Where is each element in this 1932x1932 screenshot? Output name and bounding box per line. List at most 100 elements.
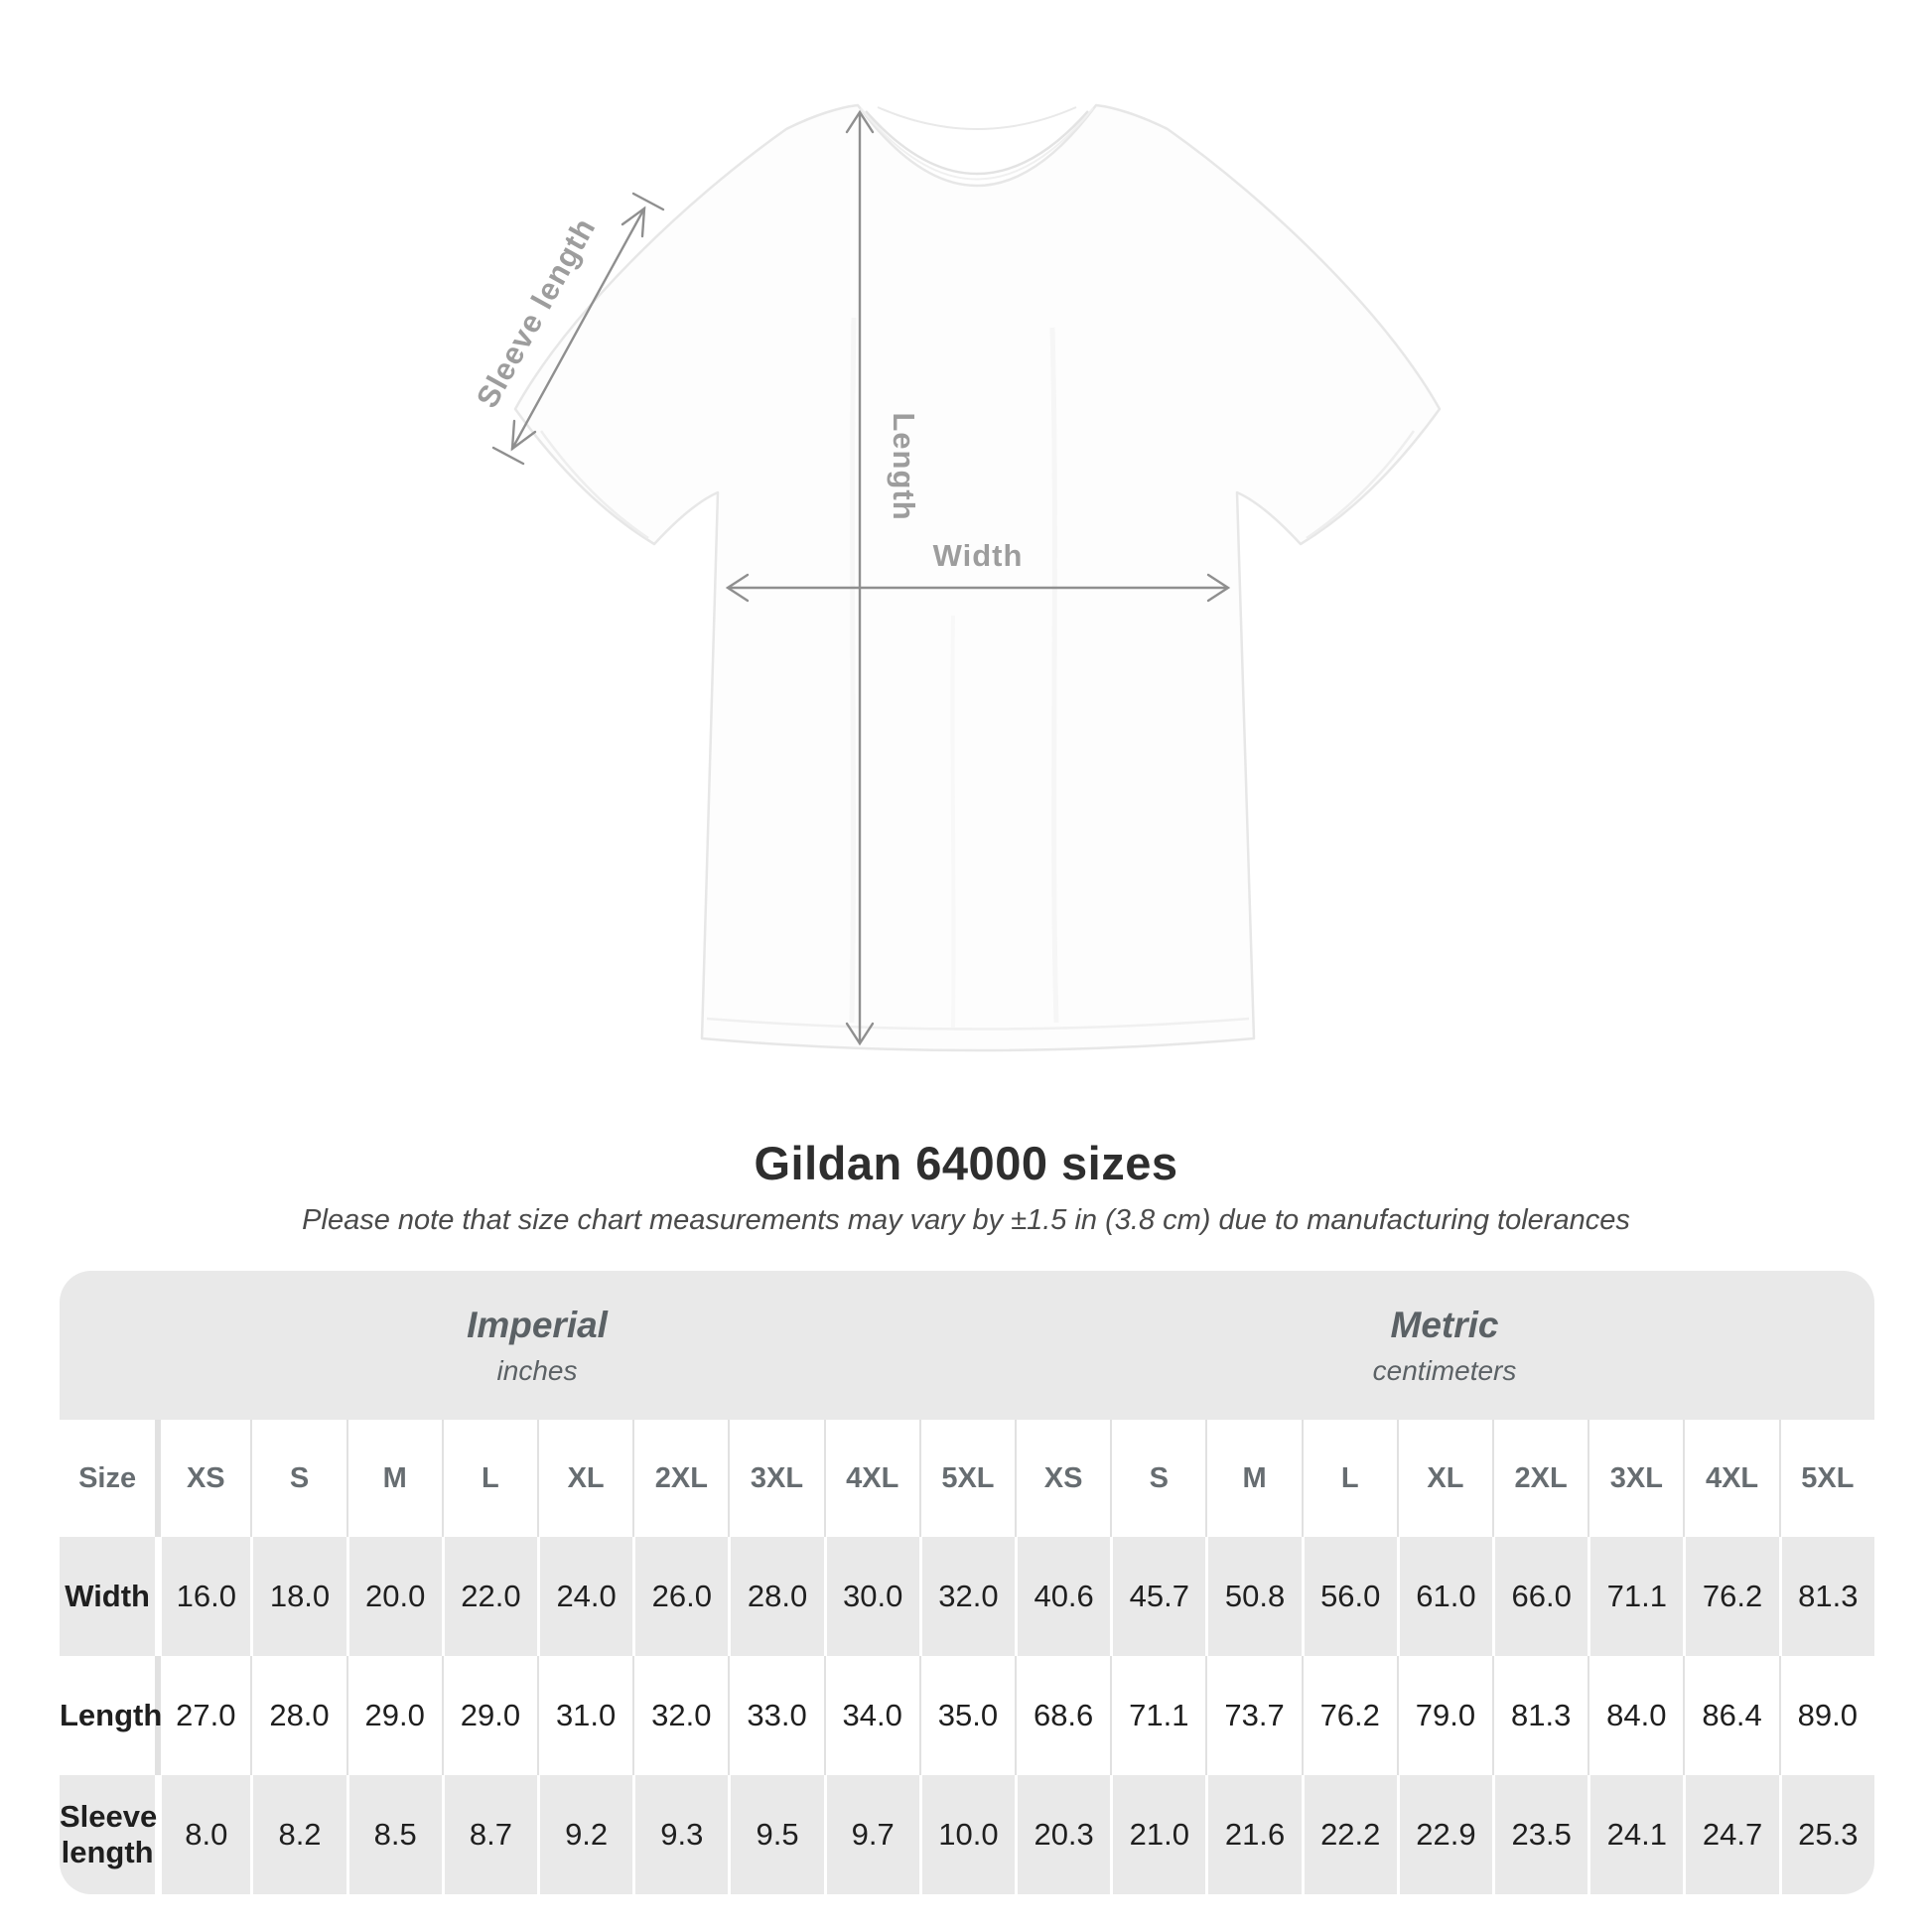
size-col-header-xs: XS [1015,1420,1111,1537]
table-cell: 40.6 [1015,1537,1111,1656]
size-table: Imperial inches Metric centimeters Size XS S M L… [60,1271,1874,1894]
unit-header-row: Imperial inches Metric centimeters [60,1271,1874,1420]
table-cell: 84.0 [1587,1656,1684,1775]
table-cell: 81.3 [1492,1656,1588,1775]
table-cell: 22.0 [441,1537,538,1656]
table-cell: 32.0 [918,1537,1016,1656]
size-col-header-xs: XS [155,1420,251,1537]
row-label: Sleeve length [60,1775,157,1894]
table-cell: 31.0 [537,1656,633,1775]
fabric-fold [950,615,956,1029]
row-label: Width [60,1537,156,1656]
fabric-fold [849,317,857,1024]
table-cell: 66.0 [1492,1537,1588,1656]
table-cell: 35.0 [918,1656,1016,1775]
tshirt-photo [513,103,1442,1052]
table-cell: 8.5 [345,1775,442,1894]
table-cell: 26.0 [632,1537,729,1656]
table-cell: 76.2 [1301,1656,1397,1775]
collar-stitch-line [860,107,1094,181]
table-cell: 27.0 [155,1656,251,1775]
table-row-width: Width 16.0 18.0 20.0 22.0 24.0 26.0 28.0 30.0 32.… [60,1537,1874,1656]
size-col-header-m: M [1205,1420,1302,1537]
tshirt-figure: Width Length Sleeve length [470,103,1442,1052]
table-cell: 24.1 [1587,1775,1684,1894]
tshirt-measurement-diagram: Width Length Sleeve length [470,103,1442,1052]
table-cell: 24.0 [537,1537,633,1656]
table-cell: 8.7 [441,1775,538,1894]
unit-header-metric: Metric centimeters [1015,1271,1874,1420]
page-title: Gildan 64000 sizes [754,1137,1178,1189]
size-col-header-l: L [441,1420,538,1537]
table-cell: 21.6 [1205,1775,1302,1894]
size-col-header-2xl: 2XL [1492,1420,1588,1537]
size-col-header-m: M [345,1420,442,1537]
length-label: Length [887,412,921,520]
table-row-sleeve-length: Sleeve length 8.0 8.2 8.5 8.7 9.2 9.3 9.5 9.7 10.… [60,1775,1874,1894]
size-col-header-xl: XL [537,1420,633,1537]
table-cell: 79.0 [1396,1656,1493,1775]
tolerance-note: Please note that size chart measurements… [302,1204,1630,1236]
table-cell: 33.0 [728,1656,824,1775]
back-collar-line [877,106,1077,130]
table-cell: 23.5 [1492,1775,1588,1894]
table-cell: 76.2 [1683,1537,1779,1656]
table-cell: 34.0 [823,1656,919,1775]
table-cell: 16.0 [155,1537,251,1656]
collar-rib-line [865,110,1089,176]
bottom-hem [706,1017,1250,1031]
table-cell: 50.8 [1205,1537,1302,1656]
table-cell: 81.3 [1778,1537,1874,1656]
table-cell: 9.5 [728,1775,824,1894]
size-col-header-xl: XL [1396,1420,1493,1537]
table-cell: 24.7 [1683,1775,1779,1894]
table-cell: 61.0 [1396,1537,1493,1656]
table-cell: 9.2 [537,1775,633,1894]
size-col-header-4xl: 4XL [1683,1420,1779,1537]
left-sleeve-hem [539,430,649,540]
size-col-header-s: S [250,1420,346,1537]
table-cell: 28.0 [728,1537,824,1656]
size-col-header-4xl: 4XL [823,1420,919,1537]
size-col-header-3xl: 3XL [728,1420,824,1537]
table-cell: 45.7 [1110,1537,1206,1656]
table-cell: 18.0 [250,1537,346,1656]
row-label: Length [60,1656,162,1775]
table-cell: 71.1 [1110,1656,1206,1775]
table-cell: 10.0 [918,1775,1016,1894]
table-cell: 30.0 [823,1537,919,1656]
table-cell: 32.0 [632,1656,729,1775]
size-corner-label: Size [60,1420,156,1537]
table-cell: 89.0 [1778,1656,1874,1775]
width-arrow [725,573,1231,603]
size-col-header-3xl: 3XL [1587,1420,1684,1537]
width-label: Width [933,538,1024,573]
size-table-container: Imperial inches Metric centimeters Size XS S M L… [60,1271,1874,1894]
length-arrow [845,109,875,1046]
table-cell: 68.6 [1015,1656,1111,1775]
table-cell: 25.3 [1778,1775,1874,1894]
unit-sublabel: centimeters [1372,1354,1517,1386]
size-col-header-5xl: 5XL [918,1420,1016,1537]
size-col-header-s: S [1110,1420,1206,1537]
size-header-row: Size XS S M L XL 2XL 3XL 4XL 5XL XS S M L XL 2XL 3XL 4XL 5… [60,1420,1874,1537]
table-cell: 28.0 [250,1656,346,1775]
table-row-length: Length 27.0 28.0 29.0 29.0 31.0 32.0 33.0 34.0 35… [60,1656,1874,1775]
table-cell: 71.1 [1587,1537,1684,1656]
unit-header-imperial: Imperial inches [60,1271,1016,1420]
fabric-fold [1049,327,1059,1024]
table-cell: 8.0 [155,1775,251,1894]
unit-sublabel: inches [496,1354,578,1386]
table-cell: 29.0 [441,1656,538,1775]
table-cell: 9.7 [823,1775,919,1894]
table-cell: 56.0 [1301,1537,1397,1656]
table-cell: 22.2 [1301,1775,1397,1894]
size-col-header-2xl: 2XL [632,1420,729,1537]
table-cell: 8.2 [250,1775,346,1894]
sleeve-length-arrow [491,192,665,466]
table-cell: 20.0 [345,1537,442,1656]
right-sleeve-hem [1306,430,1416,540]
size-col-header-l: L [1301,1420,1397,1537]
unit-title: Metric [1390,1304,1499,1345]
